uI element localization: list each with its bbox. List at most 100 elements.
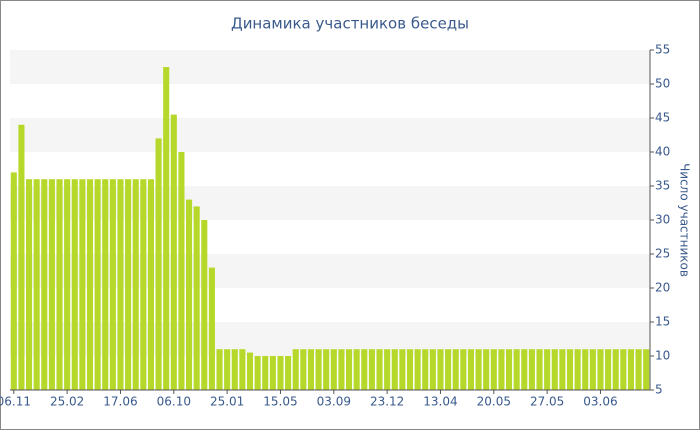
bar	[125, 179, 132, 390]
bar	[231, 349, 238, 390]
bar	[368, 349, 375, 390]
bar	[536, 349, 543, 390]
bar	[574, 349, 581, 390]
bar	[498, 349, 505, 390]
bar	[467, 349, 474, 390]
bar	[262, 356, 269, 390]
x-tick-label: 13.04	[423, 395, 457, 409]
bar	[597, 349, 604, 390]
bar	[193, 206, 200, 390]
x-tick-label: 20.05	[477, 395, 511, 409]
x-tick-label: 17.06	[103, 395, 137, 409]
bar	[399, 349, 406, 390]
bar	[376, 349, 383, 390]
bar	[71, 179, 78, 390]
x-tick-label: 06.10	[157, 395, 191, 409]
bar	[33, 179, 40, 390]
bar	[307, 349, 314, 390]
bar	[94, 179, 101, 390]
bar	[353, 349, 360, 390]
y-tick-label: 40	[655, 145, 670, 159]
bar	[445, 349, 452, 390]
y-tick-label: 30	[655, 213, 670, 227]
bar	[429, 349, 436, 390]
bar	[589, 349, 596, 390]
bar	[147, 179, 154, 390]
bar	[201, 220, 208, 390]
bar	[528, 349, 535, 390]
bar	[208, 267, 215, 390]
bar	[406, 349, 414, 390]
bar	[643, 349, 650, 390]
bar	[292, 349, 299, 390]
bar	[163, 67, 170, 390]
bar	[521, 349, 528, 390]
bar	[338, 349, 345, 390]
bar	[300, 349, 307, 390]
bar	[315, 349, 322, 390]
bar	[612, 349, 619, 390]
bar	[605, 349, 612, 390]
x-tick-label: 03.06	[583, 395, 617, 409]
bar	[384, 349, 391, 390]
y-tick-label: 50	[655, 77, 670, 91]
bar	[330, 349, 337, 390]
y-tick-label: 10	[655, 349, 670, 363]
bar	[56, 179, 63, 390]
y-tick-label: 35	[655, 179, 670, 193]
grid-band	[10, 186, 650, 220]
bar	[566, 349, 574, 390]
y-tick-label: 15	[655, 315, 670, 329]
bar	[452, 349, 459, 390]
bar	[582, 349, 589, 390]
bar	[277, 356, 284, 390]
bar	[254, 356, 261, 390]
bar	[361, 349, 368, 390]
bar	[391, 349, 398, 390]
bar	[559, 349, 566, 390]
bar	[48, 179, 55, 390]
bar	[216, 349, 223, 390]
bar	[635, 349, 642, 390]
bar	[414, 349, 421, 390]
bar	[269, 356, 276, 390]
y-tick-label: 45	[655, 111, 670, 125]
bar	[422, 349, 429, 390]
x-tick-label: 03.09	[317, 395, 351, 409]
bar	[109, 179, 116, 390]
x-tick-label: 27.05	[530, 395, 564, 409]
x-tick-label: 15.05	[263, 395, 297, 409]
chart-title: Динамика участников беседы	[231, 15, 469, 33]
bar	[86, 179, 94, 390]
bar	[155, 138, 162, 390]
y-tick-label: 5	[655, 383, 663, 397]
bar	[513, 349, 520, 390]
bar	[186, 199, 193, 390]
bar	[132, 179, 139, 390]
bar	[140, 179, 147, 390]
bar	[551, 349, 558, 390]
grid-band	[10, 254, 650, 288]
bar	[224, 349, 231, 390]
bar	[437, 349, 444, 390]
x-tick-label: 25.01	[210, 395, 244, 409]
bar	[178, 152, 185, 390]
bar	[346, 349, 353, 390]
bar	[117, 179, 124, 390]
grid-band	[10, 118, 650, 152]
bar	[323, 349, 330, 390]
bar	[285, 356, 292, 390]
bar	[10, 172, 17, 390]
x-tick-label: 25.02	[50, 395, 84, 409]
bar	[18, 124, 25, 391]
grid-band	[10, 50, 650, 84]
bar	[627, 349, 634, 390]
y-tick-label: 55	[655, 43, 670, 57]
bar	[79, 179, 86, 390]
bar	[490, 349, 497, 390]
bar	[239, 349, 246, 390]
bar	[246, 352, 254, 390]
bar	[460, 349, 467, 390]
y-tick-label: 20	[655, 281, 670, 295]
